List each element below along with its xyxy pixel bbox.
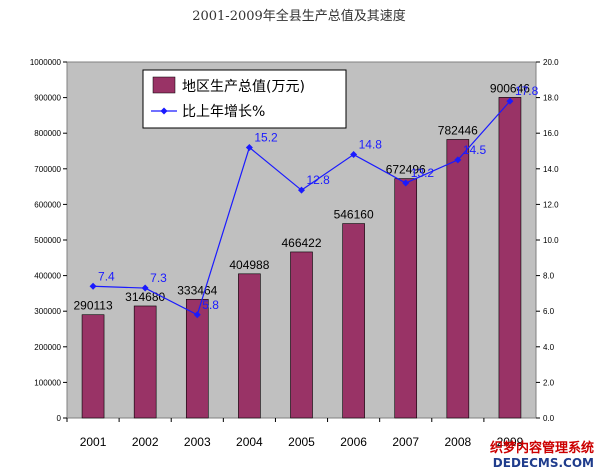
bar-value-label: 900646: [490, 81, 530, 95]
line-value-label: 17.8: [515, 84, 539, 98]
watermark-line1: 织梦内容管理系统: [490, 440, 594, 456]
left-tick-label: 0: [57, 414, 62, 423]
watermark-line2: DEDECMS.COM: [493, 456, 594, 470]
x-tick-label: 2009: [497, 435, 524, 449]
right-tick-label: 18.0: [543, 94, 559, 103]
left-axis: 0 100000 200000 300000 400000 500000 600000 700…: [30, 58, 67, 423]
bar-value-label: 314680: [125, 290, 165, 304]
x-tick-label: 2006: [340, 435, 367, 449]
right-tick-label: 2.0: [543, 378, 555, 387]
line-value-label: 5.8: [202, 298, 219, 312]
right-tick-label: 20.0: [543, 58, 559, 67]
legend-bar-swatch: [152, 76, 176, 94]
bar: [81, 314, 105, 419]
left-tick-label: 900000: [34, 94, 61, 103]
bar: [185, 298, 209, 419]
line-point: [298, 186, 305, 194]
line-value-label: 14.8: [359, 138, 383, 152]
left-tick-label: 500000: [34, 236, 61, 245]
line-point: [245, 143, 253, 151]
bar-labels: 290113 314680 333464 404988 466422 546160 6724…: [73, 81, 530, 312]
legend-box: [142, 69, 347, 129]
legend: 地区生产总值(万元) 比上年增长%: [142, 69, 347, 129]
line-series: [89, 97, 514, 319]
chart-title: 2001-2009年全县生产总值及其速度: [192, 8, 406, 24]
legend-line-marker: [160, 107, 168, 115]
bar: [290, 251, 313, 419]
bar-value-label: 782446: [438, 123, 478, 137]
left-tick-label: 600000: [34, 200, 61, 209]
legend-line-label: 比上年增长%: [182, 104, 265, 120]
bar-value-label: 290113: [73, 299, 112, 313]
right-tick-label: 8.0: [543, 272, 555, 281]
left-tick-label: 400000: [34, 272, 61, 281]
left-tick-label: 1000000: [30, 58, 62, 67]
right-axis: 0.0 2.0 4.0 6.0 8.0 10.0 12.0 14.0 16.0 18.0 20.0: [536, 58, 559, 423]
line-value-label: 12.8: [307, 173, 331, 187]
left-tick-label: 800000: [34, 129, 61, 138]
x-tick-label: 2007: [392, 435, 419, 449]
right-tick-label: 16.0: [543, 129, 559, 138]
right-tick-label: 0.0: [543, 414, 555, 423]
bar: [446, 139, 470, 419]
left-tick-label: 300000: [34, 307, 61, 316]
line-point: [89, 282, 97, 290]
bar: [238, 273, 261, 419]
x-tick-label: 2005: [288, 435, 315, 449]
left-tick-label: 700000: [34, 165, 61, 174]
bar-value-label: 466422: [281, 236, 321, 250]
line-labels: 7.4 7.3 5.8 15.2 12.8 14.8 13.2 14.5 17.8: [98, 84, 539, 312]
watermark: 织梦内容管理系统 DEDECMS.COM: [490, 440, 594, 470]
line-value-label: 7.4: [98, 269, 115, 283]
line-point: [454, 156, 462, 164]
bar: [498, 97, 522, 419]
line-point: [350, 151, 358, 159]
right-tick-label: 14.0: [543, 165, 559, 174]
bar: [342, 223, 365, 419]
x-tick-label: 2004: [236, 435, 263, 449]
line-point: [141, 284, 149, 292]
line-value-label: 13.2: [411, 166, 435, 180]
bar-series: [81, 97, 522, 419]
bar: [133, 305, 157, 419]
x-tick-label: 2002: [132, 435, 159, 449]
bar-value-label: 546160: [334, 208, 374, 222]
x-tick-label: 2008: [444, 435, 471, 449]
left-tick-label: 200000: [34, 343, 61, 352]
line-value-label: 14.5: [463, 143, 487, 157]
bar: [394, 178, 418, 419]
bar-value-label: 404988: [229, 258, 269, 272]
right-tick-label: 12.0: [543, 200, 559, 209]
line-point: [402, 179, 410, 187]
x-axis: 2001 2002 2003 2004 2005 2006 2007 2008 2009: [66, 418, 524, 449]
right-tick-label: 10.0: [543, 236, 559, 245]
line-value-label: 7.3: [150, 271, 167, 285]
line-point: [506, 97, 514, 105]
right-tick-label: 4.0: [543, 343, 555, 352]
bar-value-label: 333464: [177, 283, 217, 297]
line-point: [193, 311, 201, 319]
x-tick-label: 2003: [184, 435, 211, 449]
bar-value-label: 672496: [386, 163, 426, 177]
legend-bar-label: 地区生产总值(万元): [182, 79, 305, 95]
left-tick-label: 100000: [34, 378, 61, 387]
line-value-label: 15.2: [254, 130, 278, 144]
x-tick-label: 2001: [80, 435, 107, 449]
right-tick-label: 6.0: [543, 307, 555, 316]
